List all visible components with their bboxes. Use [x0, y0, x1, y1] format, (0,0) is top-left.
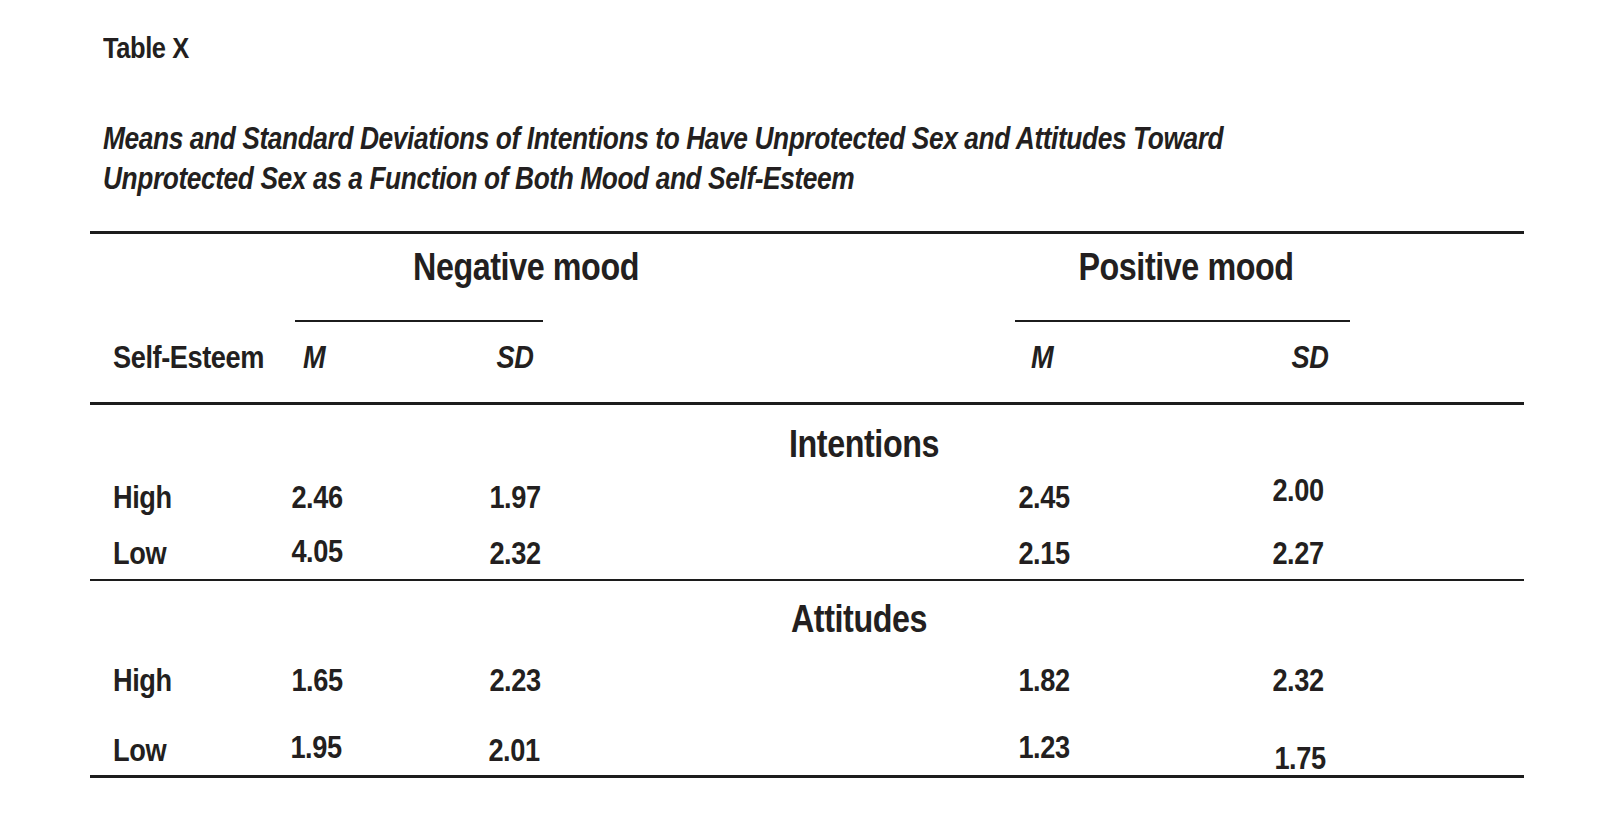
- cell-value: 2.23: [489, 664, 540, 696]
- stub-header: Self-Esteem: [113, 341, 264, 373]
- table-number: Table X: [103, 33, 189, 63]
- section-divider-rule: [90, 579, 1524, 581]
- cell-value: 1.95: [290, 731, 341, 763]
- cell-value: 2.32: [489, 537, 540, 569]
- row-stub: Low: [113, 537, 166, 569]
- section-header-attitudes: Attitudes: [791, 600, 927, 638]
- row-stub: Low: [113, 734, 166, 766]
- cell-value: 1.97: [489, 481, 540, 513]
- table-caption-line1: Means and Standard Deviations of Intenti…: [103, 123, 1223, 154]
- cell-value: 4.05: [291, 535, 342, 567]
- cell-value: 2.01: [488, 734, 539, 766]
- table-top-rule: [90, 231, 1524, 234]
- negative-mood-spanner-rule: [295, 320, 543, 322]
- row-stub: High: [113, 481, 172, 513]
- column-group-positive-mood: Positive mood: [1078, 248, 1293, 286]
- column-group-negative-mood: Negative mood: [413, 248, 639, 286]
- cell-value: 2.15: [1018, 537, 1069, 569]
- col-header-pos-sd: SD: [1292, 341, 1329, 373]
- cell-value: 1.23: [1018, 731, 1069, 763]
- table-caption-line2: Unprotected Sex as a Function of Both Mo…: [103, 163, 854, 194]
- cell-value: 1.75: [1274, 742, 1325, 774]
- cell-value: 1.65: [291, 664, 342, 696]
- positive-mood-spanner-rule: [1015, 320, 1350, 322]
- cell-value: 2.45: [1018, 481, 1069, 513]
- col-header-neg-m: M: [303, 341, 325, 373]
- cell-value: 2.46: [291, 481, 342, 513]
- cell-value: 2.32: [1272, 664, 1323, 696]
- cell-value: 2.27: [1272, 537, 1323, 569]
- cell-value: 2.00: [1272, 474, 1323, 506]
- section-header-intentions: Intentions: [789, 425, 939, 463]
- row-stub: High: [113, 664, 172, 696]
- paper-table-page: Table X Means and Standard Deviations of…: [0, 0, 1604, 829]
- cell-value: 1.82: [1018, 664, 1069, 696]
- col-header-pos-m: M: [1031, 341, 1053, 373]
- col-header-neg-sd: SD: [497, 341, 534, 373]
- header-bottom-rule: [90, 402, 1524, 405]
